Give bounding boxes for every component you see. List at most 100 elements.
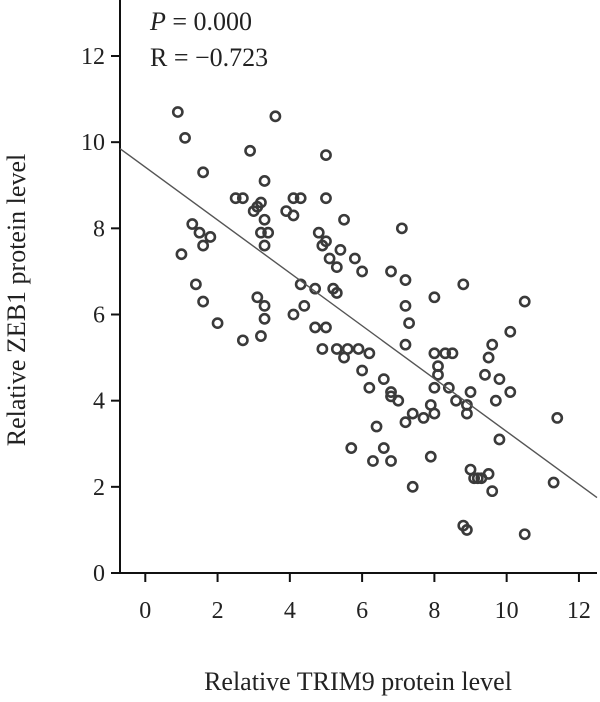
data-point	[258, 299, 271, 312]
y-tick-label: 4	[93, 389, 105, 415]
data-point	[298, 299, 311, 312]
data-point	[320, 235, 332, 248]
data-point	[377, 442, 390, 454]
data-point	[204, 231, 217, 243]
data-point	[504, 386, 517, 398]
x-tick-label: 4	[284, 598, 296, 624]
data-point	[330, 261, 343, 274]
data-point	[399, 299, 412, 312]
data-point	[352, 343, 365, 355]
data-point	[316, 343, 329, 355]
data-point	[403, 317, 415, 330]
data-point	[479, 368, 491, 381]
x-axis-title: Relative TRIM9 protein level	[204, 667, 512, 696]
y-tick-label: 2	[93, 475, 105, 501]
p-value: = 0.000	[166, 7, 252, 36]
data-point	[385, 265, 397, 278]
data-point	[370, 420, 383, 433]
p-value-label: P = 0.000	[149, 7, 252, 36]
data-point	[338, 213, 350, 226]
y-tick-label: 8	[93, 216, 105, 242]
y-tick-label: 0	[93, 561, 105, 587]
data-point	[255, 196, 267, 209]
data-point	[211, 317, 224, 330]
y-tick-label: 6	[93, 303, 105, 329]
x-tick-label: 0	[139, 598, 151, 624]
data-point	[363, 347, 376, 360]
data-point	[385, 386, 397, 398]
data-point	[482, 468, 495, 480]
data-point	[345, 442, 358, 454]
data-point	[294, 192, 307, 205]
data-point	[363, 381, 376, 394]
y-tick-label: 12	[81, 44, 105, 70]
data-point	[312, 226, 325, 239]
data-point	[367, 455, 379, 467]
data-point	[406, 407, 419, 420]
data-point	[399, 416, 412, 429]
data-point	[171, 106, 184, 118]
data-point	[551, 412, 564, 424]
data-point	[193, 226, 206, 239]
data-point	[330, 343, 343, 355]
data-point	[518, 295, 531, 308]
data-point	[323, 252, 336, 265]
data-point	[334, 243, 347, 256]
data-point	[320, 192, 332, 205]
data-point	[450, 394, 462, 407]
data-point	[417, 412, 430, 424]
x-tick-label: 6	[356, 598, 368, 624]
r-value-label: R = −0.723	[150, 43, 268, 72]
data-point	[399, 338, 412, 351]
data-point	[255, 226, 267, 239]
data-point	[428, 381, 441, 394]
tick-labels: 0 2 4 6 8 10 12 0 2 4 6 8 10 12	[81, 44, 591, 624]
data-point	[406, 480, 419, 493]
data-point	[457, 278, 470, 291]
data-point	[251, 291, 264, 304]
axes	[119, 0, 597, 574]
data-point	[504, 325, 517, 338]
data-point	[287, 308, 300, 321]
data-point	[197, 295, 210, 308]
p-symbol: P	[149, 7, 166, 36]
data-point	[547, 476, 560, 489]
data-point	[179, 131, 191, 144]
data-point	[197, 166, 210, 179]
data-point	[244, 144, 256, 157]
y-axis-title: Relative ZEB1 protein level	[2, 154, 31, 446]
data-point	[258, 213, 271, 226]
data-point	[262, 226, 275, 239]
data-point	[258, 312, 271, 325]
y-tick-label: 10	[81, 130, 105, 156]
data-point	[493, 433, 506, 446]
data-point	[493, 373, 506, 386]
data-point	[385, 455, 397, 467]
data-point	[489, 394, 502, 407]
data-point	[486, 338, 499, 351]
data-point	[461, 524, 473, 536]
data-point	[439, 347, 452, 360]
data-point	[320, 149, 332, 161]
data-point	[432, 368, 444, 381]
data-point	[518, 528, 531, 541]
data-point	[236, 334, 249, 347]
data-point	[269, 110, 282, 123]
data-point	[461, 407, 473, 420]
data-point	[428, 407, 441, 420]
data-point	[464, 386, 477, 398]
data-point	[424, 450, 437, 463]
x-tick-label: 2	[212, 598, 224, 624]
regression-line	[119, 148, 598, 499]
data-point	[236, 192, 249, 205]
data-point	[229, 192, 242, 205]
data-point	[327, 282, 340, 295]
x-tick-label: 8	[428, 598, 440, 624]
ticks	[111, 55, 580, 582]
data-point	[287, 209, 300, 222]
data-point	[287, 192, 300, 205]
data-point	[338, 351, 350, 364]
x-tick-label: 10	[495, 598, 519, 624]
data-point	[377, 373, 390, 386]
